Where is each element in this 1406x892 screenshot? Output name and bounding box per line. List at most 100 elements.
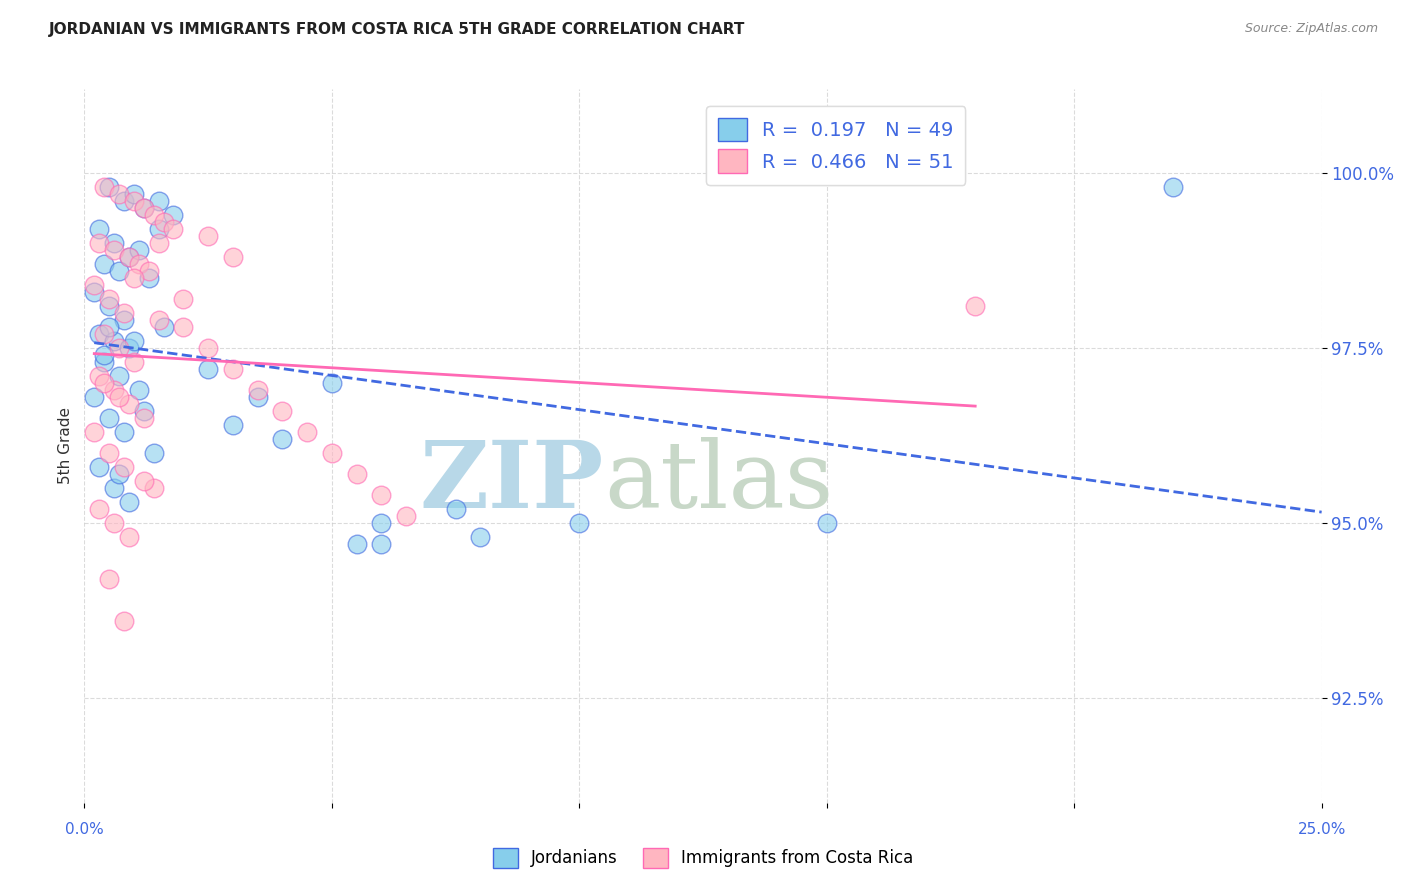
Point xyxy=(112,425,135,439)
Point xyxy=(148,222,170,236)
Point xyxy=(444,502,467,516)
Point xyxy=(142,481,165,495)
Point xyxy=(83,278,105,293)
Point xyxy=(108,341,131,355)
Point xyxy=(103,243,125,257)
Point xyxy=(98,411,121,425)
Point xyxy=(89,369,111,384)
Point xyxy=(118,250,141,264)
Point xyxy=(89,502,111,516)
Point xyxy=(132,411,155,425)
Point xyxy=(118,397,141,411)
Point xyxy=(93,327,115,342)
Point xyxy=(370,516,392,530)
Point xyxy=(118,250,141,264)
Point xyxy=(122,194,145,208)
Point xyxy=(470,530,492,544)
Text: atlas: atlas xyxy=(605,437,834,526)
Point xyxy=(132,201,155,215)
Text: 25.0%: 25.0% xyxy=(1298,822,1346,837)
Legend: Jordanians, Immigrants from Costa Rica: Jordanians, Immigrants from Costa Rica xyxy=(486,841,920,875)
Point xyxy=(103,516,125,530)
Point xyxy=(98,320,121,334)
Point xyxy=(108,264,131,278)
Point xyxy=(271,404,294,418)
Point xyxy=(112,460,135,475)
Point xyxy=(118,530,141,544)
Point xyxy=(112,313,135,327)
Point xyxy=(162,222,184,236)
Point xyxy=(103,383,125,397)
Point xyxy=(138,264,160,278)
Point xyxy=(108,467,131,481)
Point xyxy=(128,257,150,271)
Y-axis label: 5th Grade: 5th Grade xyxy=(58,408,73,484)
Point xyxy=(108,369,131,384)
Point xyxy=(103,481,125,495)
Point xyxy=(246,390,269,404)
Point xyxy=(148,236,170,251)
Point xyxy=(108,390,131,404)
Text: JORDANIAN VS IMMIGRANTS FROM COSTA RICA 5TH GRADE CORRELATION CHART: JORDANIAN VS IMMIGRANTS FROM COSTA RICA … xyxy=(49,22,745,37)
Point xyxy=(103,236,125,251)
Point xyxy=(222,417,245,432)
Point xyxy=(112,194,135,208)
Point xyxy=(93,257,115,271)
Point xyxy=(83,285,105,299)
Point xyxy=(89,460,111,475)
Point xyxy=(370,537,392,551)
Point xyxy=(118,341,141,355)
Point xyxy=(197,229,219,244)
Point xyxy=(172,320,194,334)
Point xyxy=(395,508,418,523)
Point xyxy=(568,516,591,530)
Point xyxy=(132,474,155,488)
Point xyxy=(346,467,368,481)
Point xyxy=(112,306,135,320)
Point xyxy=(93,355,115,369)
Point xyxy=(346,537,368,551)
Point xyxy=(197,362,219,376)
Point xyxy=(98,572,121,586)
Text: 0.0%: 0.0% xyxy=(65,822,104,837)
Point xyxy=(370,488,392,502)
Point xyxy=(321,446,343,460)
Text: Source: ZipAtlas.com: Source: ZipAtlas.com xyxy=(1244,22,1378,36)
Point xyxy=(271,432,294,446)
Point xyxy=(128,243,150,257)
Point xyxy=(138,271,160,285)
Point xyxy=(83,425,105,439)
Point xyxy=(93,376,115,390)
Point xyxy=(122,271,145,285)
Point xyxy=(89,236,111,251)
Point xyxy=(222,250,245,264)
Point xyxy=(152,320,174,334)
Point xyxy=(148,194,170,208)
Point xyxy=(815,516,838,530)
Point xyxy=(98,446,121,460)
Point xyxy=(98,180,121,194)
Point xyxy=(152,215,174,229)
Point xyxy=(89,327,111,342)
Point xyxy=(83,390,105,404)
Point xyxy=(197,341,219,355)
Text: ZIP: ZIP xyxy=(420,437,605,526)
Point xyxy=(118,495,141,509)
Point xyxy=(148,313,170,327)
Point xyxy=(122,334,145,348)
Point xyxy=(89,222,111,236)
Point xyxy=(965,299,987,313)
Point xyxy=(142,446,165,460)
Point xyxy=(162,208,184,222)
Point xyxy=(93,348,115,362)
Point xyxy=(108,187,131,202)
Point xyxy=(321,376,343,390)
Point xyxy=(132,404,155,418)
Point xyxy=(295,425,318,439)
Point xyxy=(132,201,155,215)
Point xyxy=(98,292,121,306)
Point xyxy=(93,180,115,194)
Point xyxy=(246,383,269,397)
Point xyxy=(222,362,245,376)
Point xyxy=(103,334,125,348)
